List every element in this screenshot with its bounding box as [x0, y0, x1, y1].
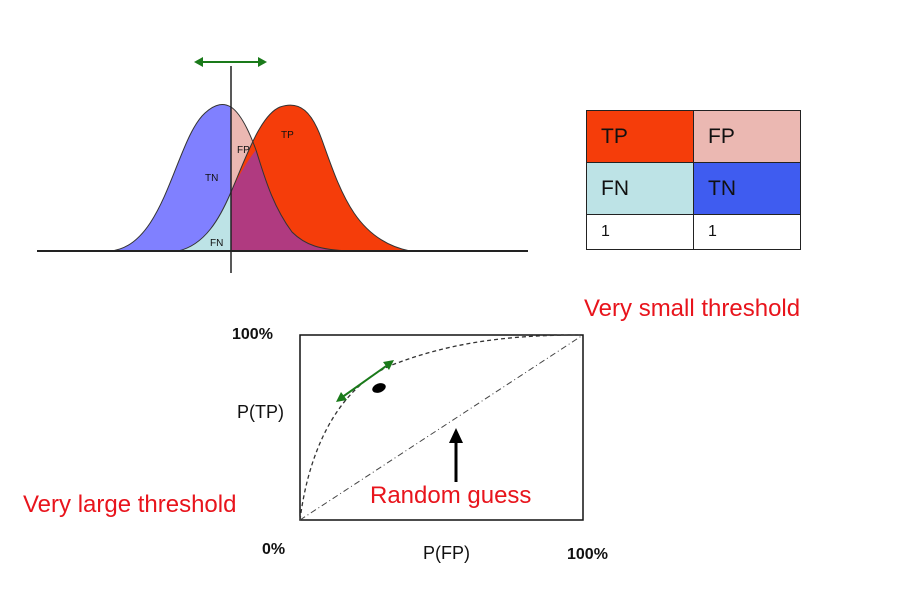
confusion-row-negative-prediction: FN TN [586, 162, 801, 215]
positive-distribution-fn-region [178, 192, 231, 251]
operating-point [372, 383, 386, 393]
x-axis-label: P(FP) [423, 543, 470, 563]
roc-plot: 100% P(TP) 0% P(FP) 100% [232, 326, 608, 563]
random-guess-label: Random guess [370, 482, 532, 509]
y-axis-max-label: 100% [232, 326, 273, 343]
cell-tp: TP [586, 110, 694, 163]
random-guess-arrow [449, 428, 463, 482]
cell-total-left: 1 [586, 214, 694, 250]
cell-total-right: 1 [693, 214, 801, 250]
x-axis-origin-label: 0% [262, 541, 285, 558]
roc-plot-frame [299, 334, 584, 521]
overlap-region [231, 150, 350, 251]
cell-fn: FN [586, 162, 694, 215]
fp-label: FP [237, 145, 250, 156]
confusion-row-totals: 1 1 [586, 214, 801, 250]
threshold-double-arrow [194, 57, 267, 67]
roc-curve [299, 334, 581, 521]
negative-distribution-curve [109, 104, 351, 252]
random-guess-diagonal [299, 334, 584, 521]
confusion-matrix-table: TP FP FN TN 1 1 [586, 110, 801, 250]
cell-fp: FP [693, 110, 801, 163]
tp-label: TP [281, 130, 294, 141]
negative-distribution-tn-region [110, 104, 231, 251]
cell-tn: TN [693, 162, 801, 215]
y-axis-label: P(TP) [237, 402, 284, 422]
very-large-threshold-label: Very large threshold [23, 491, 237, 518]
distribution-plot: TN FP TP FN [37, 57, 528, 273]
tn-label: TN [205, 173, 218, 184]
x-axis-max-label: 100% [567, 546, 608, 563]
confusion-row-positive-prediction: TP FP [586, 110, 801, 163]
curve-double-arrow [336, 360, 394, 402]
positive-distribution-curve [177, 104, 411, 252]
very-small-threshold-label: Very small threshold [584, 295, 801, 322]
fn-label: FN [210, 238, 223, 249]
